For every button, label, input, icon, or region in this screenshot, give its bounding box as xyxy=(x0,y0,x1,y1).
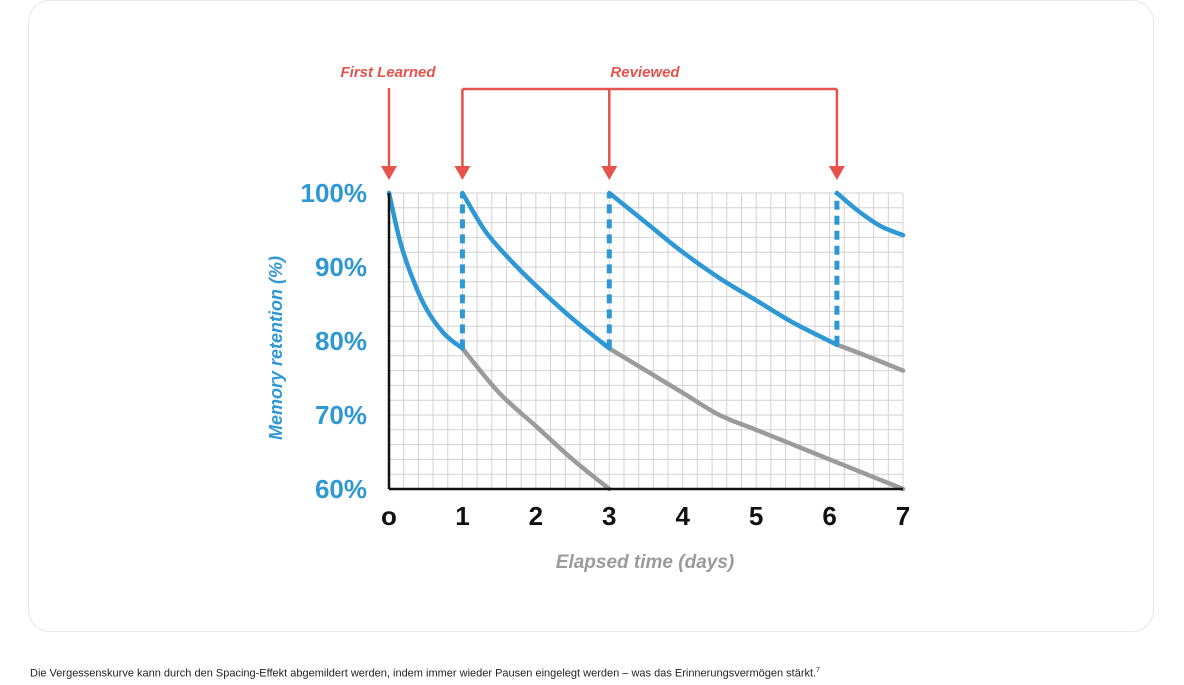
x-tick-label: 3 xyxy=(602,501,616,531)
y-tick-label: 70% xyxy=(315,400,367,430)
reviewed-arrowhead-2 xyxy=(601,166,618,180)
y-tick-label: 80% xyxy=(315,326,367,356)
x-tick-label: 5 xyxy=(749,501,763,531)
first-learned-label: First Learned xyxy=(340,64,436,81)
axes xyxy=(387,193,903,491)
caption-text: Die Vergessenskurve kann durch den Spaci… xyxy=(30,667,817,680)
decay-curve-5 xyxy=(460,346,612,492)
tick-labels: o 1 2 3 4 5 6 7 100% 90% 80% 70% 60% xyxy=(301,178,911,531)
decay-curve-7 xyxy=(834,342,906,373)
x-tick-label: 7 xyxy=(896,501,910,531)
decay-curves xyxy=(460,342,906,492)
caption-footnote: 7 xyxy=(816,667,821,674)
x-tick-label: 2 xyxy=(529,501,543,531)
reviewed-label: Reviewed xyxy=(610,64,680,81)
retention-curve-4 xyxy=(834,190,906,238)
reviewed-arrowhead-3 xyxy=(828,166,845,180)
x-axis-label: Elapsed time (days) xyxy=(556,552,734,573)
decay-curve-6 xyxy=(607,346,906,492)
annotation-arrows xyxy=(381,87,845,180)
x-tick-label: 6 xyxy=(822,501,836,531)
y-tick-label: 100% xyxy=(301,178,368,208)
reviewed-arrowhead-1 xyxy=(454,166,471,180)
y-axis-label: Memory retention (%) xyxy=(266,256,286,440)
retention-curve-3 xyxy=(607,190,840,347)
x-tick-label: 1 xyxy=(455,501,469,531)
forgetting-curve-chart: o 1 2 3 4 5 6 7 100% 90% 80% 70% 60% First Learned R… xyxy=(266,64,911,573)
retention-curve-1 xyxy=(386,190,465,351)
retention-curves xyxy=(386,190,906,351)
x-tick-label: o xyxy=(381,501,397,531)
review-markers xyxy=(459,193,840,349)
chart-card xyxy=(28,0,1154,632)
y-tick-label: 90% xyxy=(315,252,367,282)
x-tick-label: 4 xyxy=(675,501,690,531)
retention-curve-2 xyxy=(460,190,612,351)
figure-caption: Die Vergessenskurve kann durch den Spaci… xyxy=(30,667,820,680)
first-learned-arrowhead xyxy=(381,166,397,180)
y-tick-label: 60% xyxy=(315,474,367,504)
